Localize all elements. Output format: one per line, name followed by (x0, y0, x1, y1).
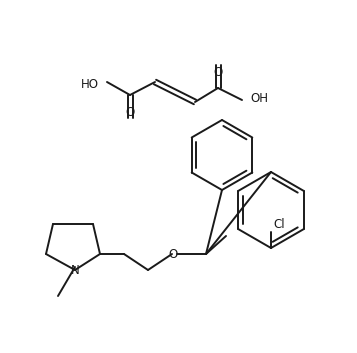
Text: O: O (125, 106, 135, 119)
Text: Cl: Cl (273, 217, 285, 231)
Text: O: O (169, 247, 178, 261)
Text: OH: OH (250, 91, 268, 104)
Text: HO: HO (81, 78, 99, 90)
Text: O: O (213, 66, 223, 78)
Text: N: N (71, 263, 79, 276)
